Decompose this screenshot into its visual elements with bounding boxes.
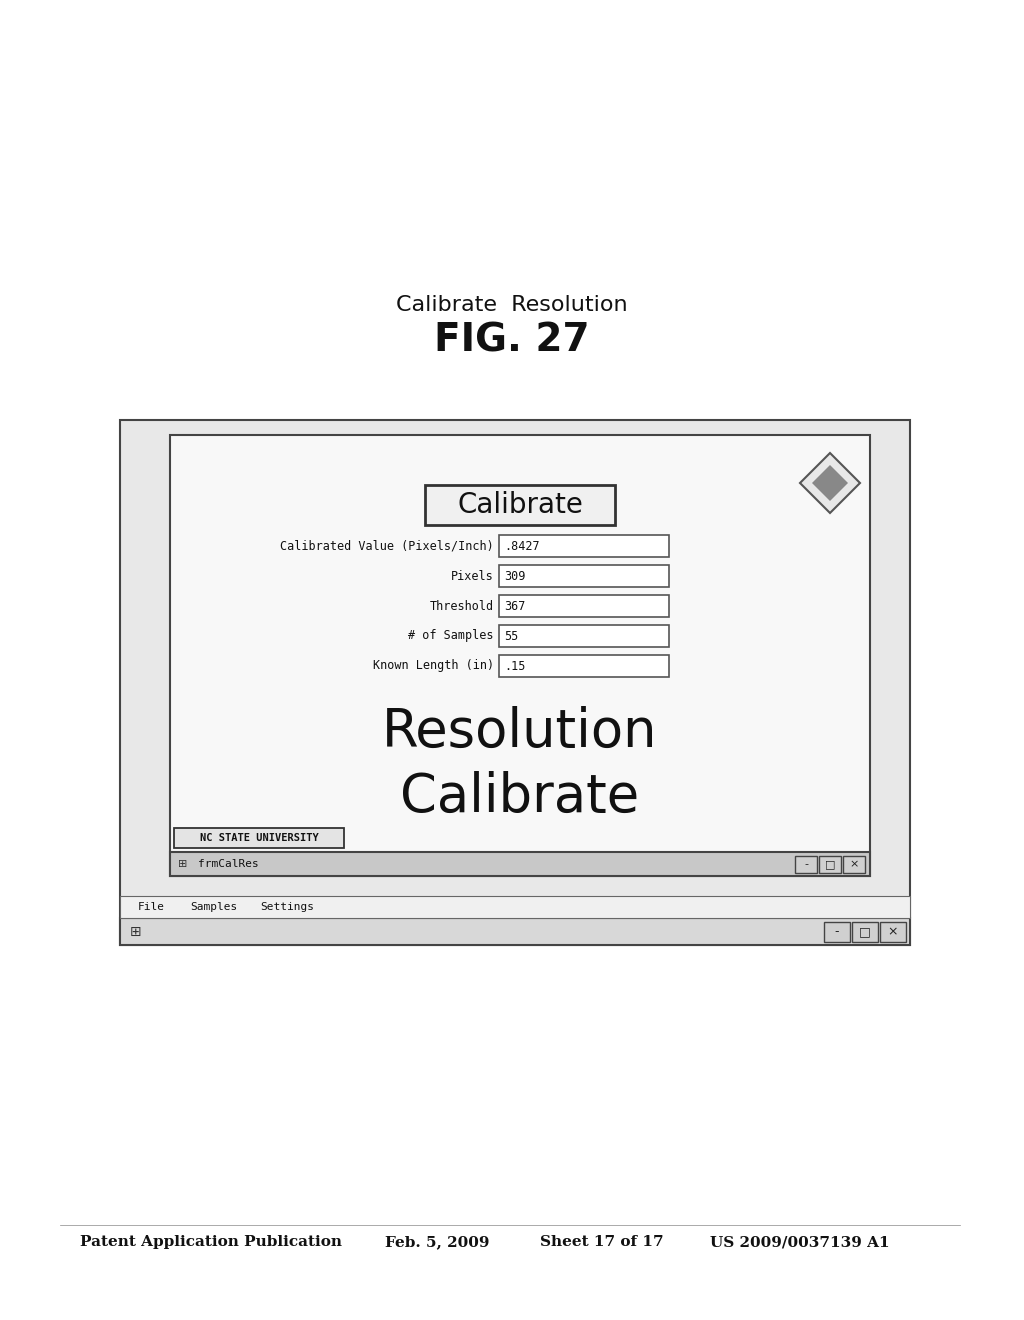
Text: Sheet 17 of 17: Sheet 17 of 17 xyxy=(540,1236,664,1249)
Text: ×: × xyxy=(849,859,859,870)
Text: ×: × xyxy=(888,925,898,939)
Text: Threshold: Threshold xyxy=(430,599,494,612)
Text: .15: .15 xyxy=(504,660,525,672)
Text: □: □ xyxy=(859,925,870,939)
Text: Calibrate: Calibrate xyxy=(400,771,640,822)
Text: Feb. 5, 2009: Feb. 5, 2009 xyxy=(385,1236,489,1249)
Text: File: File xyxy=(138,902,165,912)
Bar xyxy=(170,851,870,876)
Bar xyxy=(174,828,344,847)
Bar xyxy=(170,436,870,876)
Bar xyxy=(795,855,817,873)
Bar xyxy=(819,855,841,873)
Text: -: - xyxy=(835,925,840,939)
Text: Calibrated Value (Pixels/Inch): Calibrated Value (Pixels/Inch) xyxy=(281,540,494,553)
Text: US 2009/0037139 A1: US 2009/0037139 A1 xyxy=(710,1236,890,1249)
Text: 367: 367 xyxy=(504,599,525,612)
Bar xyxy=(499,565,669,587)
Text: □: □ xyxy=(824,859,836,870)
Bar xyxy=(499,535,669,557)
Text: 55: 55 xyxy=(504,630,518,643)
Text: 309: 309 xyxy=(504,569,525,582)
Bar xyxy=(880,921,906,942)
Polygon shape xyxy=(812,465,848,502)
Bar xyxy=(852,921,878,942)
Bar xyxy=(499,624,669,647)
Text: .8427: .8427 xyxy=(504,540,540,553)
Text: Known Length (in): Known Length (in) xyxy=(373,660,494,672)
Bar xyxy=(824,921,850,942)
Bar xyxy=(499,595,669,616)
Text: Settings: Settings xyxy=(260,902,314,912)
Text: -: - xyxy=(804,859,808,870)
Text: Pixels: Pixels xyxy=(452,569,494,582)
Text: ⊞: ⊞ xyxy=(130,924,141,939)
Text: Samples: Samples xyxy=(190,902,238,912)
Bar xyxy=(499,655,669,677)
Text: ⊞: ⊞ xyxy=(178,859,187,869)
Text: FIG. 27: FIG. 27 xyxy=(434,321,590,359)
Polygon shape xyxy=(800,453,860,513)
Text: NC STATE UNIVERSITY: NC STATE UNIVERSITY xyxy=(200,833,318,843)
Text: Calibrate: Calibrate xyxy=(457,491,583,519)
Text: Patent Application Publication: Patent Application Publication xyxy=(80,1236,342,1249)
Text: frmCalRes: frmCalRes xyxy=(198,859,259,869)
Bar xyxy=(425,484,615,525)
Bar xyxy=(120,420,910,945)
Bar xyxy=(120,896,910,917)
Bar xyxy=(120,917,910,945)
Bar xyxy=(843,855,865,873)
Text: # of Samples: # of Samples xyxy=(409,630,494,643)
Text: Resolution: Resolution xyxy=(382,706,657,758)
Text: Calibrate  Resolution: Calibrate Resolution xyxy=(396,294,628,315)
